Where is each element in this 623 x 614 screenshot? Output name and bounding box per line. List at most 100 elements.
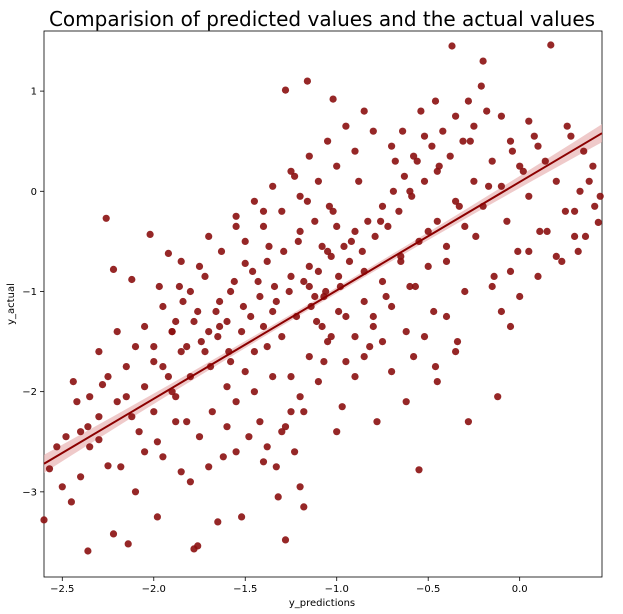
data-point [433, 217, 441, 225]
data-point [417, 107, 425, 115]
data-point [263, 443, 271, 451]
data-point [472, 232, 480, 240]
data-point [197, 338, 205, 346]
data-point [382, 292, 390, 301]
data-point [300, 277, 308, 286]
data-point [333, 162, 341, 170]
data-point [351, 333, 359, 341]
data-point [327, 252, 335, 260]
data-point [391, 157, 399, 165]
data-point [124, 540, 132, 548]
data-point [388, 142, 396, 150]
data-point [274, 493, 282, 501]
data-point [122, 393, 130, 401]
data-point [327, 333, 335, 341]
data-point [360, 297, 368, 306]
data-point [186, 287, 194, 296]
data-point [249, 267, 257, 275]
data-point [452, 112, 460, 120]
data-point [442, 257, 451, 265]
data-point [141, 448, 149, 456]
data-point [95, 348, 103, 356]
data-point [131, 488, 140, 496]
data-point [194, 542, 202, 550]
x-tick-label: 0.0 [512, 584, 528, 595]
data-point [230, 277, 238, 286]
data-point [430, 307, 438, 316]
data-point [433, 167, 441, 175]
data-point [216, 297, 224, 306]
data-point [325, 202, 333, 210]
data-point [270, 282, 279, 291]
data-point [190, 317, 198, 326]
data-point [104, 373, 112, 381]
data-point [351, 373, 359, 381]
data-point [574, 247, 582, 255]
data-point [377, 217, 385, 225]
data-point [153, 513, 161, 521]
regression-line [43, 132, 603, 465]
data-point [464, 97, 472, 105]
data-point [318, 322, 326, 331]
data-point [287, 167, 295, 175]
data-point [442, 312, 451, 321]
data-point [333, 222, 341, 230]
data-point [410, 353, 418, 361]
data-point [159, 363, 167, 371]
data-point [77, 473, 85, 481]
x-tick-label: −1.0 [325, 584, 349, 595]
data-point [431, 363, 440, 371]
data-point [263, 343, 271, 351]
data-point [84, 423, 92, 431]
data-point [424, 262, 432, 270]
data-point [464, 418, 472, 426]
data-point [117, 463, 125, 471]
data-point [183, 418, 191, 426]
data-point [347, 237, 355, 245]
data-point [177, 468, 185, 476]
data-point [589, 162, 597, 170]
data-point [452, 348, 460, 356]
data-point [519, 167, 527, 175]
data-point [195, 262, 204, 270]
data-point [212, 307, 220, 316]
data-point [420, 333, 429, 341]
data-point [503, 217, 511, 225]
data-point [494, 393, 502, 401]
data-point [567, 132, 575, 140]
data-point [406, 282, 414, 291]
data-point [571, 207, 579, 215]
data-point [324, 247, 332, 255]
y-tick-label: 0 [31, 187, 37, 198]
data-point [254, 277, 262, 286]
data-point [420, 132, 429, 140]
data-point [113, 398, 121, 406]
data-point [219, 453, 227, 461]
data-point [201, 348, 209, 356]
data-point [109, 265, 118, 273]
data-point [294, 237, 302, 245]
data-point [168, 328, 176, 336]
data-point [360, 353, 368, 361]
data-point [561, 207, 570, 215]
data-point [164, 373, 172, 381]
data-point [329, 95, 337, 103]
data-point [311, 292, 319, 301]
data-point [453, 338, 462, 346]
data-point [408, 192, 416, 200]
data-point [287, 408, 295, 416]
data-point [516, 292, 524, 301]
data-point [285, 287, 293, 296]
data-point [186, 478, 194, 486]
data-point [305, 262, 313, 270]
data-point [506, 322, 515, 331]
y-axis: 1 0 −1 −2 −3 [22, 87, 44, 498]
data-point [263, 257, 271, 265]
data-point [287, 272, 295, 280]
data-point [420, 177, 429, 185]
data-point [303, 197, 311, 205]
data-point [62, 433, 70, 441]
data-point [581, 232, 590, 240]
data-point [483, 107, 491, 115]
data-point [477, 82, 485, 90]
